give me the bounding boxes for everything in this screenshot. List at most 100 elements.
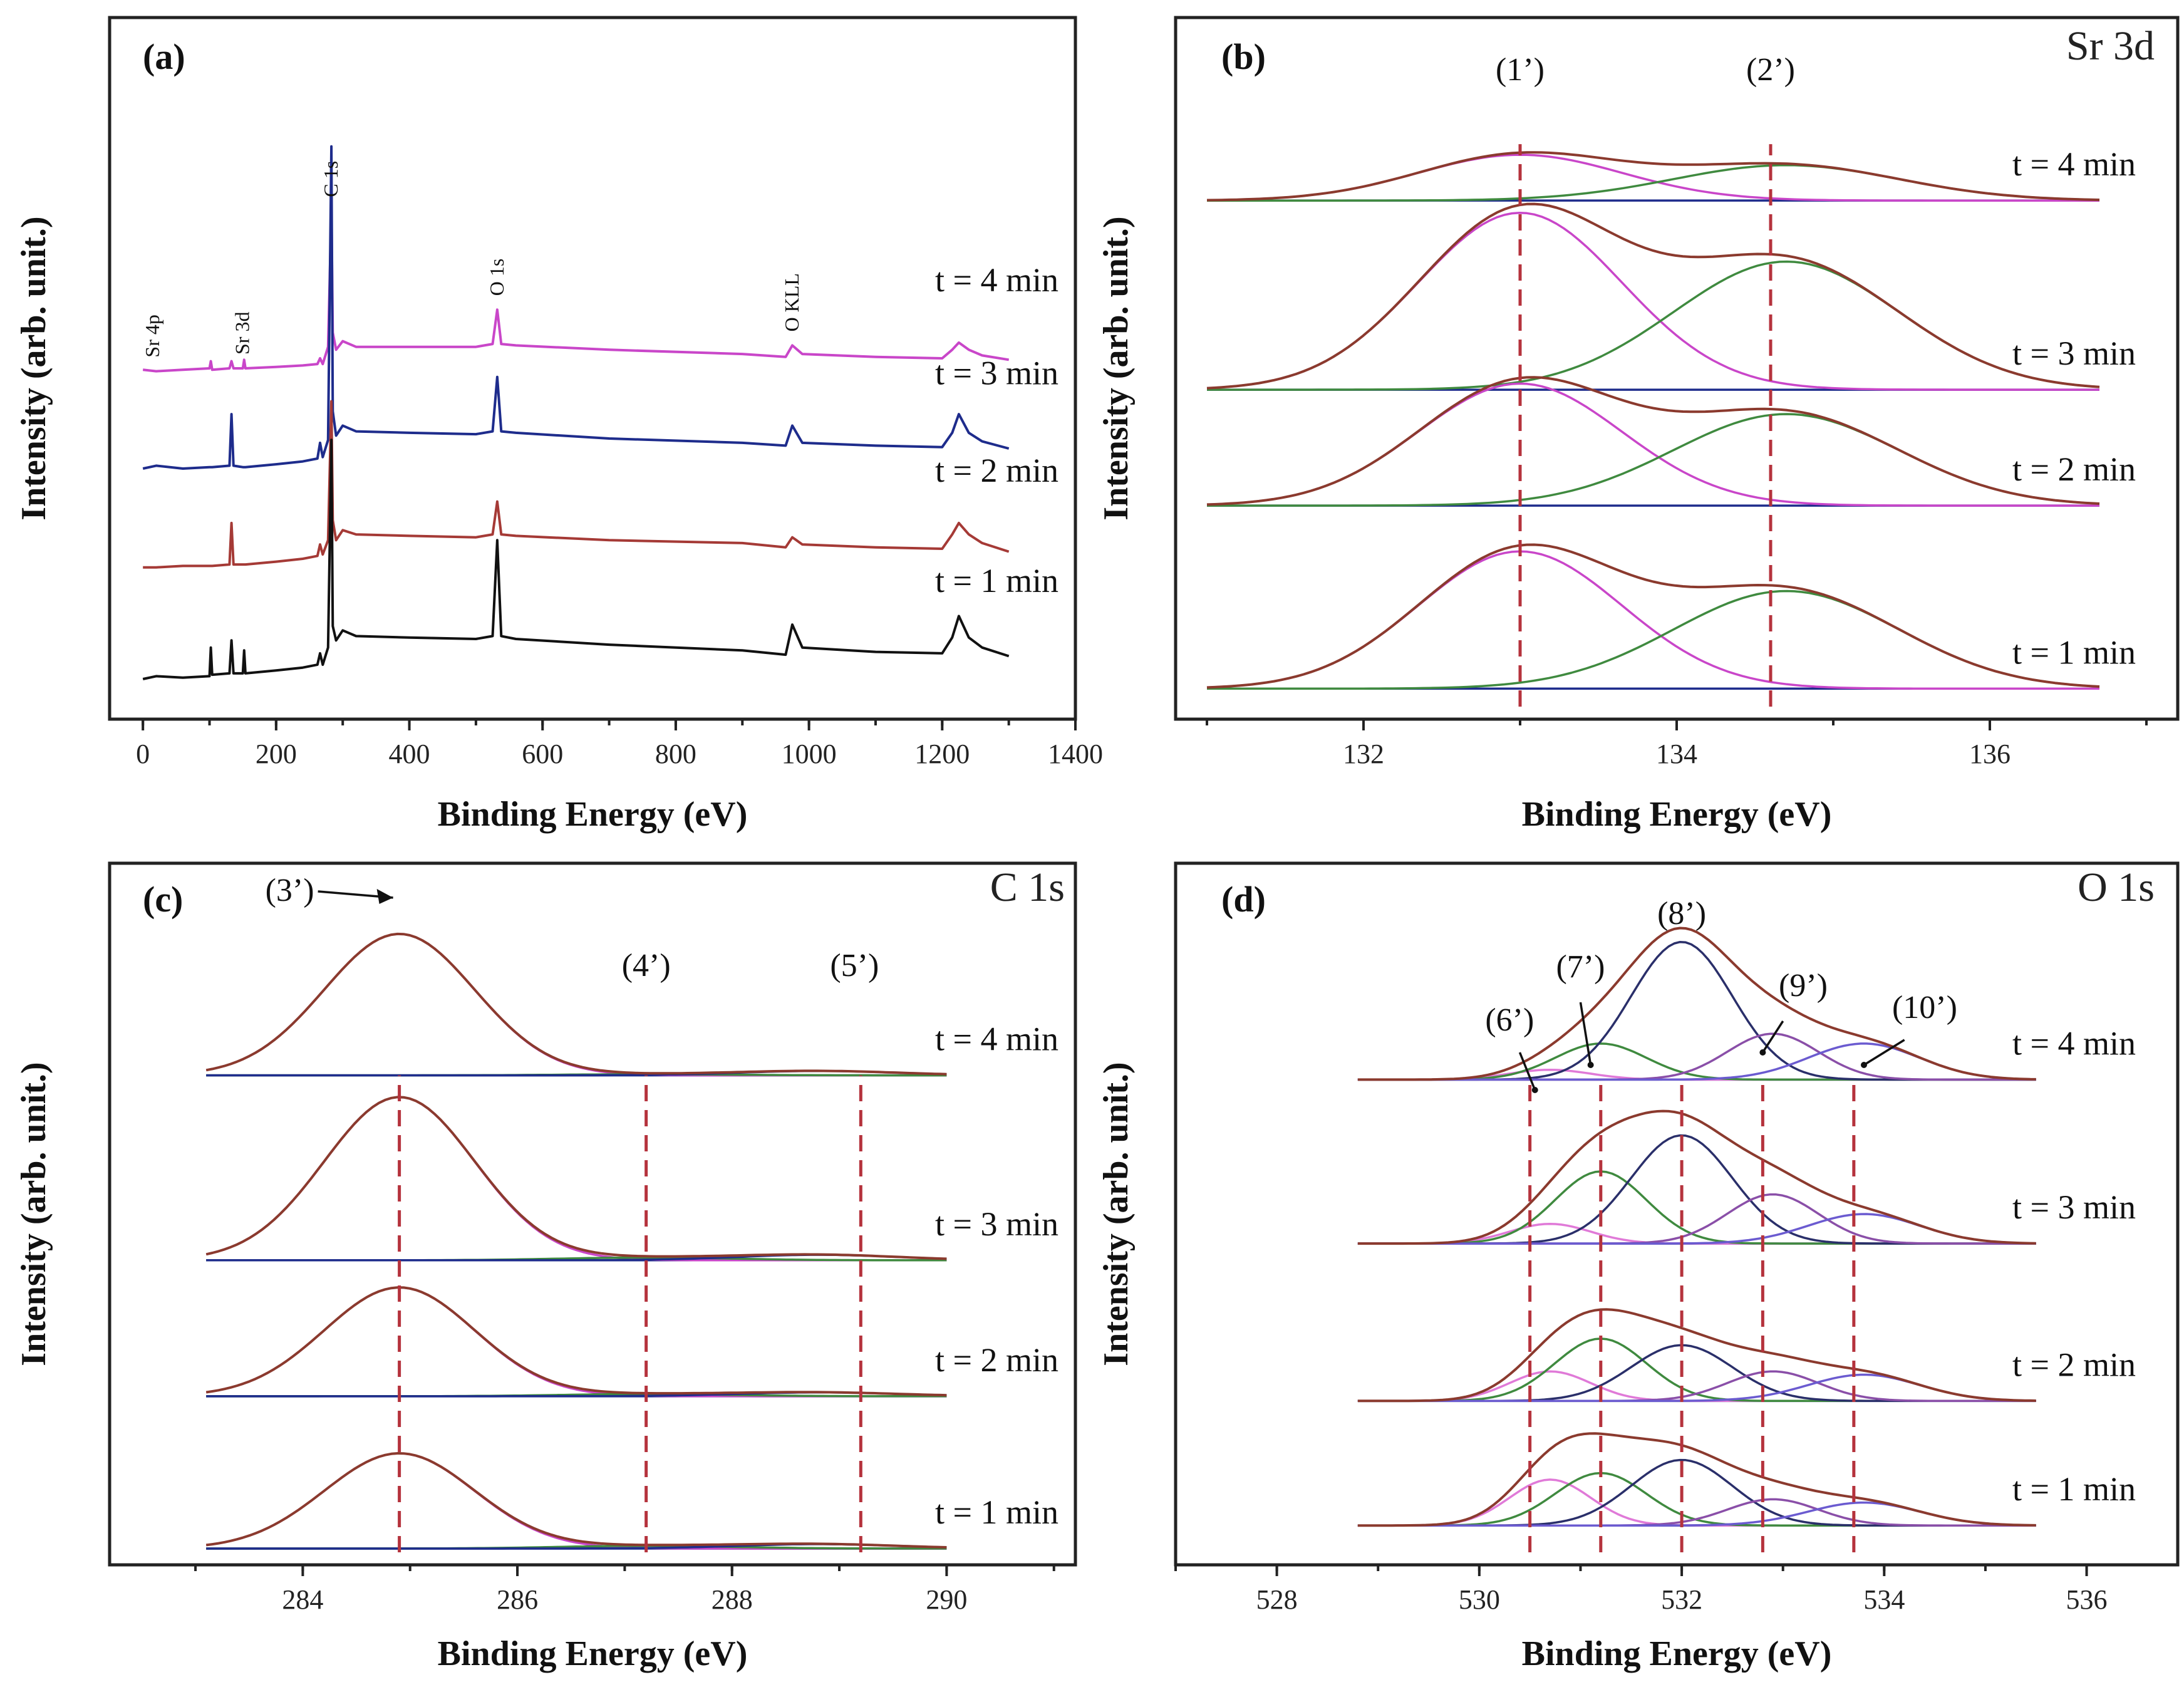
panel-a-survey: 0 200 400 600 800 1000 1200 1400 Sr 4p Sr 3d C 1s… <box>14 16 1103 834</box>
panel-d-component-line <box>1357 1472 2036 1527</box>
panel-c-time-labels: t = 4 min t = 3 min t = 2 min t = 1 min <box>935 1020 1058 1531</box>
panel-a-series-line <box>142 209 1010 373</box>
panel-c-guides <box>398 1075 862 1552</box>
panel-d-guides <box>1528 1079 1856 1552</box>
panel-b-component-line <box>1207 164 2100 202</box>
panel-c-peak-label: (3’) <box>266 873 314 908</box>
panel-a-x-tick-label: 0 <box>136 739 150 769</box>
panel-d-x-tick-label: 534 <box>1863 1584 1905 1615</box>
panel-c-x-tick-label: 290 <box>926 1584 967 1615</box>
panel-a-x-tick-label: 1400 <box>1048 739 1103 769</box>
panel-c-peak-label: (4’) <box>622 948 671 984</box>
panel-b-ylabel: Intensity (arb. unit.) <box>1097 216 1136 520</box>
panel-c-x-tick-label: 284 <box>282 1584 323 1615</box>
panel-b-envelope-line <box>1206 202 2100 390</box>
panel-d-arrow-head <box>1860 1062 1867 1068</box>
panel-a-annotations: Sr 4p Sr 3d C 1s O 1s O KLL <box>141 161 803 358</box>
panel-c-envelope-line <box>205 1096 947 1260</box>
panel-c-c1s: 284 286 288 290 (3’) (4’) (5’) t = 4 min t = 3… <box>14 861 1077 1673</box>
panel-c-x-tick-label: 288 <box>712 1584 753 1615</box>
panel-d-time-label: t = 4 min <box>2012 1024 2136 1062</box>
panel-a-frame <box>108 16 1077 721</box>
panel-d-component-line <box>1357 1134 2036 1245</box>
panel-a-label: (a) <box>143 36 185 77</box>
panel-d-envelope-line <box>1357 927 2036 1081</box>
panel-a-series-line <box>142 145 1010 470</box>
panel-d-arrow <box>1579 1002 1592 1066</box>
panel-d-time-label: t = 3 min <box>2012 1188 2136 1226</box>
panel-b-peak-labels: (1’) (2’) <box>1496 52 1795 88</box>
panel-a-x-tick-label: 1000 <box>782 739 837 769</box>
panel-d-peak-label: (6’) <box>1485 1002 1534 1038</box>
panel-b-peak-label: (1’) <box>1496 52 1545 88</box>
panel-d-x-tick-label: 528 <box>1256 1584 1298 1615</box>
panel-d-xlabel: Binding Energy (eV) <box>1522 1634 1832 1673</box>
panel-b-label: (b) <box>1221 36 1266 77</box>
panel-d-x-tick-label: 530 <box>1459 1584 1500 1615</box>
panel-a-traces <box>142 145 1010 680</box>
panel-b-component-line <box>1207 413 2100 507</box>
panel-b-component-line <box>1206 153 2099 202</box>
panel-b-envelope-line <box>1206 376 2100 506</box>
panel-c-envelope-line <box>205 1452 947 1549</box>
panel-c-title: C 1s <box>990 864 1065 910</box>
panel-c-envelope-line <box>205 932 947 1076</box>
panel-a-x-ticks: 0 200 400 600 800 1000 1200 1400 <box>136 719 1103 769</box>
panel-a-time-labels: t = 4 min t = 3 min t = 2 min t = 1 min <box>935 261 1058 600</box>
panel-d-o1s: 528 530 532 534 536 (6’) (7’) (8’) (9’) (10’) t … <box>1097 861 2180 1673</box>
panel-d-frame <box>1174 861 2180 1567</box>
panel-c-component-line <box>205 1096 947 1262</box>
panel-c-component-line <box>205 1452 947 1550</box>
panel-c-x-ticks: 284 286 288 290 <box>194 1565 1055 1615</box>
panel-c-traces <box>205 932 947 1550</box>
panel-d-envelope-line <box>1357 1109 2036 1245</box>
panel-b-title: Sr 3d <box>2066 23 2155 69</box>
panel-a-ylabel: Intensity (arb. unit.) <box>14 216 53 520</box>
panel-d-arrow-head <box>1531 1087 1538 1093</box>
panel-d-x-tick-label: 536 <box>2066 1584 2108 1615</box>
panel-b-envelope-line <box>1206 543 2100 689</box>
panel-a-x-tick-label: 600 <box>522 739 563 769</box>
panel-d-peak-label: (7’) <box>1556 949 1605 985</box>
panel-d-peak-label: (10’) <box>1892 990 1957 1025</box>
panel-a-series-line <box>142 439 1010 680</box>
panel-a-time-label: t = 1 min <box>935 562 1058 600</box>
panel-a-time-label: t = 4 min <box>935 261 1058 299</box>
panel-b-x-ticks: 132 134 136 <box>1206 719 2148 769</box>
panel-a-x-tick-label: 1200 <box>914 739 970 769</box>
panel-c-frame <box>108 861 1077 1567</box>
panel-b-time-label: t = 4 min <box>2012 145 2136 183</box>
panel-d-envelope-line <box>1357 1308 2036 1403</box>
panel-a-x-tick-label: 200 <box>256 739 297 769</box>
panel-c-time-label: t = 1 min <box>935 1493 1058 1531</box>
panel-d-peak-label: (8’) <box>1657 896 1706 932</box>
panel-d-arrow-head <box>1759 1049 1766 1056</box>
panel-d-component-line <box>1357 1170 2036 1245</box>
panel-b-component-line <box>1207 589 2100 690</box>
panel-b-traces <box>1206 151 2100 690</box>
panel-b-guides <box>1518 144 1773 707</box>
panel-b-envelope-line <box>1206 151 2100 202</box>
panel-b-peak-label: (2’) <box>1746 52 1795 88</box>
panel-b-component-line <box>1206 211 2099 391</box>
panel-c-component-line <box>205 1286 947 1398</box>
panel-b-time-labels: t = 4 min t = 3 min t = 2 min t = 1 min <box>2012 145 2136 671</box>
panel-a-annotation: C 1s <box>319 161 342 197</box>
panel-b-time-label: t = 2 min <box>2012 450 2136 488</box>
panel-b-component-line <box>1206 550 2099 690</box>
panel-d-title: O 1s <box>2078 864 2155 910</box>
panel-b-xlabel: Binding Energy (eV) <box>1522 795 1832 834</box>
panel-c-arrow-head <box>376 889 393 904</box>
panel-d-arrow <box>1761 1020 1784 1053</box>
panel-c-envelope-line <box>205 1286 947 1397</box>
panel-c-xlabel: Binding Energy (eV) <box>438 1634 748 1673</box>
panel-c-time-label: t = 4 min <box>935 1020 1058 1058</box>
panel-d-arrow <box>1518 1052 1536 1091</box>
panel-d-x-tick-label: 532 <box>1661 1584 1702 1615</box>
panel-d-peak-label: (9’) <box>1779 968 1828 1004</box>
panel-b-component-line <box>1206 382 2099 507</box>
panel-c-time-label: t = 2 min <box>935 1341 1058 1379</box>
panel-d-component-line <box>1357 1042 2036 1081</box>
panel-a-annotation: Sr 3d <box>231 312 254 355</box>
